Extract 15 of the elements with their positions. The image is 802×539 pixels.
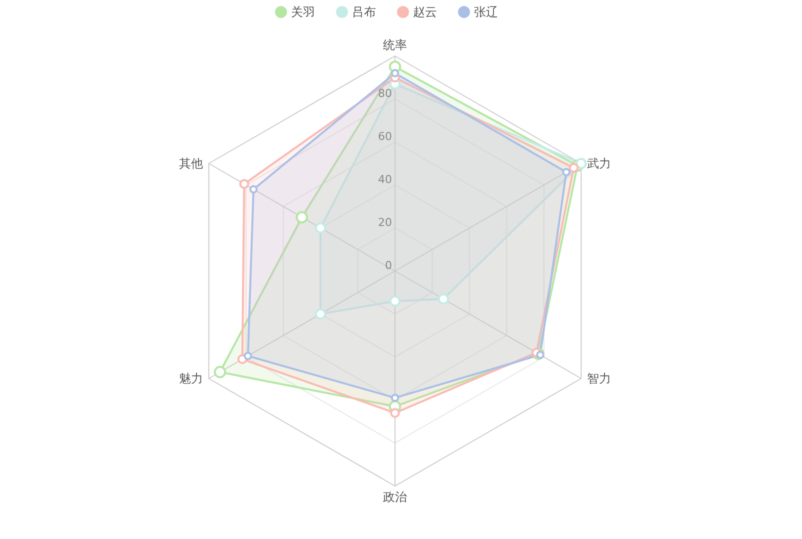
y-tick-label: 40 — [378, 173, 392, 186]
y-tick-label: 20 — [378, 216, 392, 229]
legend-label: 赵云 — [413, 5, 437, 19]
legend-label: 吕布 — [352, 5, 376, 19]
spoke-label: 其他 — [178, 156, 203, 170]
y-tick-label: 0 — [385, 259, 392, 272]
spoke-label: 智力 — [587, 372, 612, 386]
legend-label: 关羽 — [291, 5, 315, 19]
y-tick-label: 60 — [378, 130, 392, 143]
spoke-label: 政治 — [383, 490, 407, 504]
y-tick-label: 80 — [378, 87, 392, 100]
legend-label: 张辽 — [474, 5, 498, 19]
spoke-label: 统率 — [383, 38, 407, 52]
spoke-label: 武力 — [587, 156, 612, 170]
spoke-label: 魅力 — [178, 372, 203, 386]
